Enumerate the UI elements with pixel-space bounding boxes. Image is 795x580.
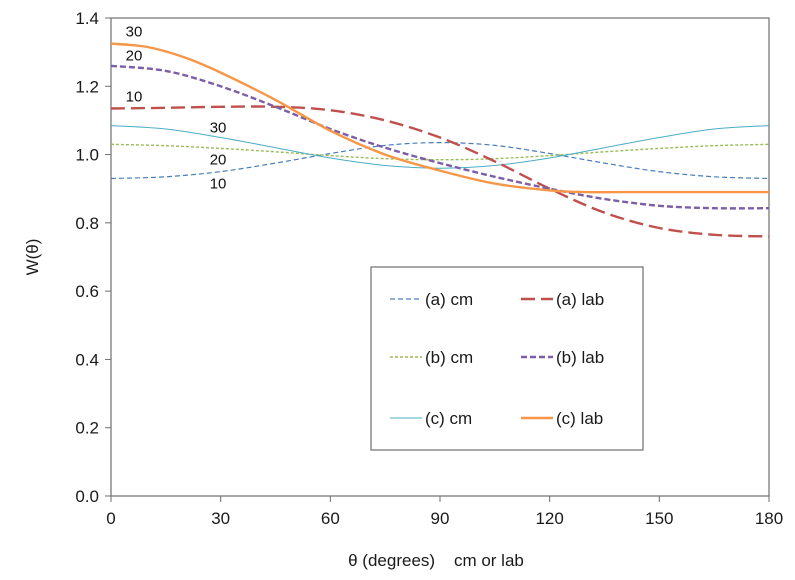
legend-label: (b) lab: [556, 348, 604, 367]
x-tick-label: 90: [431, 509, 450, 528]
curve-annotation: 10: [126, 89, 143, 106]
legend-item: (c) lab: [521, 409, 603, 428]
legend-item: (b) cm: [390, 348, 473, 367]
series-line-3: [110, 125, 770, 169]
x-tick-label: 30: [211, 509, 230, 528]
y-axis: 0.0 0.2 0.4 0.6 0.8 1.0 1.2 1.4: [75, 9, 111, 506]
annotations: 30 20 10 30 20 10: [126, 24, 227, 193]
y-axis-label: W(θ): [23, 239, 42, 276]
x-tick-label: 120: [535, 509, 563, 528]
legend-label: (a) lab: [556, 290, 604, 309]
y-tick-label: 0.2: [75, 419, 99, 438]
x-tick-label: 60: [321, 509, 340, 528]
legend-item: (b) lab: [521, 348, 604, 367]
y-tick-label: 1.4: [75, 9, 99, 28]
curve-annotation: 30: [126, 24, 143, 41]
series-line-4: [110, 105, 770, 238]
legend: (a) cm (a) lab (b) cm (b) lab (c) cm (c) lab: [370, 266, 644, 451]
curve-annotation: 10: [210, 176, 227, 193]
legend-label: (a) cm: [425, 290, 473, 309]
y-tick-label: 1.2: [75, 77, 99, 96]
y-tick-label: 0.8: [75, 214, 99, 233]
series-layer: [110, 42, 770, 238]
legend-label: (c) lab: [556, 409, 603, 428]
x-tick-label: 150: [645, 509, 673, 528]
legend-item: (a) lab: [521, 290, 604, 309]
y-tick-label: 0.6: [75, 282, 99, 301]
y-tick-label: 0.0: [75, 487, 99, 506]
y-tick-label: 1.0: [75, 146, 99, 165]
legend-label: (c) cm: [425, 409, 472, 428]
legend-item: (c) cm: [390, 409, 472, 428]
legend-box: [370, 266, 644, 451]
x-tick-label: 0: [106, 509, 115, 528]
y-tick-label: 0.4: [75, 350, 99, 369]
series-line-6: [110, 42, 769, 194]
legend-label: (b) cm: [425, 348, 473, 367]
x-axis-label: θ (degrees) cm or lab: [348, 551, 524, 570]
curve-annotation: 20: [126, 48, 143, 65]
curve-annotation: 20: [210, 152, 227, 169]
series-line-1: [110, 141, 770, 180]
curve-annotation: 30: [210, 119, 227, 136]
x-axis: 0 30 60 90 120 150 180: [106, 496, 783, 528]
series-line-5: [110, 64, 770, 210]
x-tick-label: 180: [755, 509, 783, 528]
legend-item: (a) cm: [390, 290, 473, 309]
